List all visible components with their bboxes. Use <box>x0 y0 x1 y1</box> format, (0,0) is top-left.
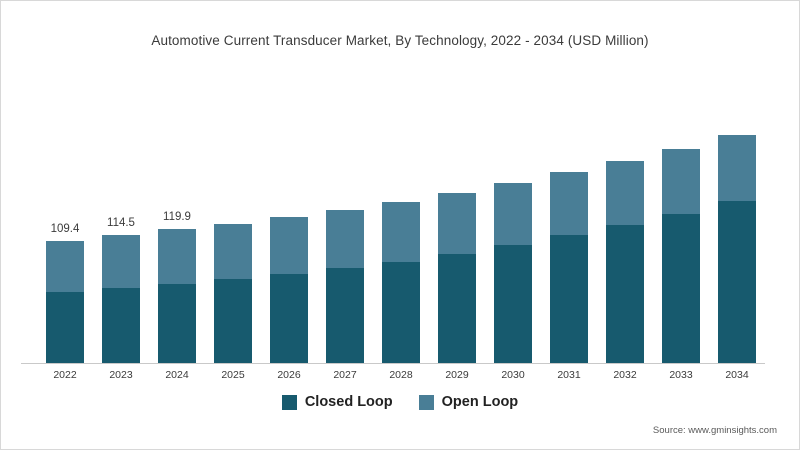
legend-swatch-open-loop <box>418 394 434 410</box>
bar-column[interactable] <box>494 183 532 363</box>
x-tick-2028: 2028 <box>389 369 413 381</box>
x-tick-2029: 2029 <box>445 369 469 381</box>
bar-segment-open-loop[interactable] <box>46 241 84 292</box>
bar-column[interactable] <box>46 241 84 363</box>
bar-segment-closed-loop[interactable] <box>158 283 196 363</box>
bar-column[interactable] <box>550 172 588 363</box>
bar-segment-open-loop[interactable] <box>662 148 700 214</box>
bar-segment-closed-loop[interactable] <box>270 273 308 363</box>
bar-column[interactable] <box>662 148 700 363</box>
bar-column[interactable] <box>102 235 140 363</box>
bar-segment-closed-loop[interactable] <box>662 213 700 363</box>
bar-segment-closed-loop[interactable] <box>382 261 420 363</box>
bar-segment-closed-loop[interactable] <box>438 253 476 363</box>
bar-segment-open-loop[interactable] <box>158 229 196 284</box>
bar-segment-open-loop[interactable] <box>438 193 476 254</box>
bar-segment-open-loop[interactable] <box>550 172 588 235</box>
bar-column[interactable] <box>718 135 756 363</box>
bar-segment-open-loop[interactable] <box>718 135 756 202</box>
legend-label-open-loop: Open Loop <box>441 394 519 410</box>
plot-area: 109.4 114.5 119.9 <box>37 73 765 363</box>
x-tick-2027: 2027 <box>333 369 357 381</box>
x-tick-2023: 2023 <box>109 369 133 381</box>
bar-value-label: 114.5 <box>107 217 135 230</box>
bar-segment-open-loop[interactable] <box>606 161 644 225</box>
bar-value-label: 119.9 <box>163 211 191 224</box>
bar-column[interactable] <box>606 161 644 363</box>
bar-segment-closed-loop[interactable] <box>214 279 252 363</box>
bar-segment-open-loop[interactable] <box>494 183 532 245</box>
bar-segment-open-loop[interactable] <box>326 210 364 269</box>
bar-segment-open-loop[interactable] <box>214 223 252 280</box>
bar-segment-closed-loop[interactable] <box>46 291 84 363</box>
x-tick-2034: 2034 <box>725 369 749 381</box>
bar-segment-closed-loop[interactable] <box>326 268 364 363</box>
bar-segment-open-loop[interactable] <box>382 202 420 262</box>
bar-column[interactable] <box>326 210 364 363</box>
x-tick-2033: 2033 <box>669 369 693 381</box>
legend-item-closed-loop[interactable]: Closed Loop <box>281 394 393 410</box>
bar-segment-open-loop[interactable] <box>102 235 140 289</box>
x-tick-2025: 2025 <box>221 369 245 381</box>
bar-segment-closed-loop[interactable] <box>102 288 140 363</box>
chart-title: Automotive Current Transducer Market, By… <box>151 33 649 48</box>
x-tick-2022: 2022 <box>53 369 77 381</box>
x-tick-2032: 2032 <box>613 369 637 381</box>
legend-swatch-closed-loop <box>281 394 297 410</box>
bar-column[interactable] <box>438 193 476 363</box>
x-tick-2031: 2031 <box>557 369 581 381</box>
x-tick-2024: 2024 <box>165 369 189 381</box>
bar-segment-closed-loop[interactable] <box>606 224 644 363</box>
x-axis-line <box>21 363 765 364</box>
bar-segment-closed-loop[interactable] <box>718 201 756 363</box>
bar-column[interactable] <box>158 229 196 363</box>
bar-column[interactable] <box>382 202 420 363</box>
x-tick-2030: 2030 <box>501 369 525 381</box>
bar-segment-open-loop[interactable] <box>270 216 308 274</box>
x-tick-2026: 2026 <box>277 369 301 381</box>
bar-column[interactable] <box>270 216 308 363</box>
legend-item-open-loop[interactable]: Open Loop <box>418 394 519 410</box>
bar-segment-closed-loop[interactable] <box>550 234 588 363</box>
bar-value-label: 109.4 <box>50 222 80 235</box>
bar-column[interactable] <box>214 223 252 363</box>
bar-segment-closed-loop[interactable] <box>494 244 532 363</box>
legend-label-closed-loop: Closed Loop <box>304 394 393 410</box>
source-note: Source: www.gminsights.com <box>652 425 777 436</box>
chart-legend: Closed Loop Open Loop <box>1 394 799 410</box>
